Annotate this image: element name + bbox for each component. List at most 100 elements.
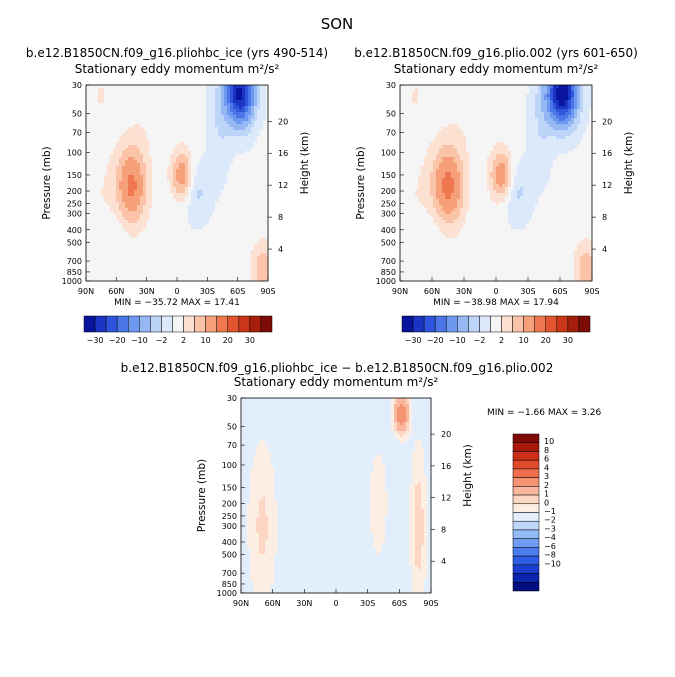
heatmap-cell bbox=[209, 136, 213, 140]
heatmap-cell bbox=[164, 145, 168, 149]
heatmap-cell bbox=[137, 235, 141, 239]
heatmap-cell bbox=[263, 154, 267, 158]
heatmap-cell bbox=[128, 145, 132, 149]
heatmap-cell bbox=[167, 94, 171, 98]
heatmap-cell bbox=[110, 184, 114, 188]
heatmap-cell bbox=[146, 187, 150, 191]
heatmap-cell bbox=[188, 157, 192, 161]
heatmap-cell bbox=[191, 148, 195, 152]
heatmap-cell bbox=[116, 151, 120, 155]
heatmap-cell bbox=[203, 115, 207, 119]
heatmap-cell bbox=[149, 121, 153, 125]
heatmap-cell bbox=[173, 163, 177, 167]
heatmap-cell bbox=[179, 256, 183, 260]
heatmap-cell bbox=[92, 160, 96, 164]
heatmap-cell bbox=[421, 139, 425, 143]
heatmap-cell bbox=[421, 169, 425, 173]
heatmap-cell bbox=[233, 265, 237, 269]
heatmap-cell bbox=[104, 133, 108, 137]
heatmap-cell bbox=[122, 217, 126, 221]
heatmap-cell bbox=[251, 172, 255, 176]
heatmap-cell bbox=[200, 85, 204, 89]
heatmap-cell bbox=[119, 121, 123, 125]
heatmap-cell bbox=[188, 199, 192, 203]
y-tick-label: 700 bbox=[67, 257, 82, 266]
heatmap-cell bbox=[436, 268, 440, 272]
heatmap-cell bbox=[149, 175, 153, 179]
heatmap-cell bbox=[424, 214, 428, 218]
heatmap-cell bbox=[212, 199, 216, 203]
heatmap-cell bbox=[122, 187, 126, 191]
heatmap-cell bbox=[236, 160, 240, 164]
heatmap-cell bbox=[436, 175, 440, 179]
heatmap-cell bbox=[215, 130, 219, 134]
heatmap-cell bbox=[134, 91, 138, 95]
heatmap-cell bbox=[224, 187, 228, 191]
heatmap-cell bbox=[433, 121, 437, 125]
heatmap-cell bbox=[95, 190, 99, 194]
heatmap-cell bbox=[149, 268, 153, 272]
heatmap-cell bbox=[263, 250, 267, 254]
heatmap-cell bbox=[427, 94, 431, 98]
heatmap-cell bbox=[116, 139, 120, 143]
heatmap-cell bbox=[218, 91, 222, 95]
heatmap-cell bbox=[224, 184, 228, 188]
heatmap-cell bbox=[400, 277, 404, 281]
heatmap-cell bbox=[92, 178, 96, 182]
heatmap-cell bbox=[400, 193, 404, 197]
heatmap-cell bbox=[191, 211, 195, 215]
heatmap-cell bbox=[203, 223, 207, 227]
heatmap-cell bbox=[101, 214, 105, 218]
heatmap-cell bbox=[92, 244, 96, 248]
heatmap-cell bbox=[260, 229, 264, 233]
heatmap-cell bbox=[155, 229, 159, 233]
heatmap-cell bbox=[140, 106, 144, 110]
x-tick-label: 90N bbox=[78, 287, 94, 296]
heatmap-cell bbox=[224, 241, 228, 245]
heatmap-cell bbox=[134, 178, 138, 182]
heatmap-cell bbox=[128, 253, 132, 257]
heatmap-cell bbox=[179, 244, 183, 248]
heatmap-cell bbox=[188, 232, 192, 236]
heatmap-cell bbox=[128, 232, 132, 236]
heatmap-cell bbox=[128, 277, 132, 281]
heatmap-cell bbox=[149, 226, 153, 230]
heatmap-cell bbox=[212, 184, 216, 188]
heatmap-cell bbox=[424, 88, 428, 92]
heatmap-cell bbox=[245, 172, 249, 176]
heatmap-cell bbox=[131, 94, 135, 98]
heatmap-cell bbox=[185, 139, 189, 143]
heatmap-cell bbox=[164, 85, 168, 89]
heatmap-cell bbox=[260, 205, 264, 209]
heatmap-cell bbox=[104, 229, 108, 233]
heatmap-cell bbox=[245, 103, 249, 107]
heatmap-cell bbox=[263, 223, 267, 227]
heatmap-cell bbox=[257, 217, 261, 221]
heatmap-cell bbox=[418, 226, 422, 230]
heatmap-cell bbox=[239, 91, 243, 95]
heatmap-cell bbox=[152, 256, 156, 260]
heatmap-cell bbox=[194, 202, 198, 206]
heatmap-cell bbox=[266, 256, 269, 260]
heatmap-cell bbox=[194, 277, 198, 281]
heatmap-cell bbox=[424, 256, 428, 260]
heatmap-cell bbox=[140, 181, 144, 185]
heatmap-cell bbox=[436, 109, 440, 113]
heatmap-cell bbox=[439, 175, 443, 179]
heatmap-cell bbox=[215, 199, 219, 203]
heatmap-cell bbox=[221, 112, 225, 116]
heatmap-cell bbox=[406, 193, 410, 197]
heatmap-cell bbox=[107, 133, 111, 137]
heatmap-cell bbox=[406, 169, 410, 173]
heatmap-cell bbox=[203, 271, 207, 275]
heatmap-cell bbox=[149, 211, 153, 215]
heatmap-cell bbox=[113, 175, 117, 179]
heatmap-cell bbox=[107, 157, 111, 161]
heatmap-cell bbox=[92, 142, 96, 146]
heatmap-cell bbox=[206, 160, 210, 164]
heatmap-cell bbox=[161, 175, 165, 179]
heatmap-cell bbox=[95, 220, 99, 224]
heatmap-cell bbox=[245, 166, 249, 170]
heatmap-cell bbox=[236, 244, 240, 248]
heatmap-cell bbox=[122, 133, 126, 137]
